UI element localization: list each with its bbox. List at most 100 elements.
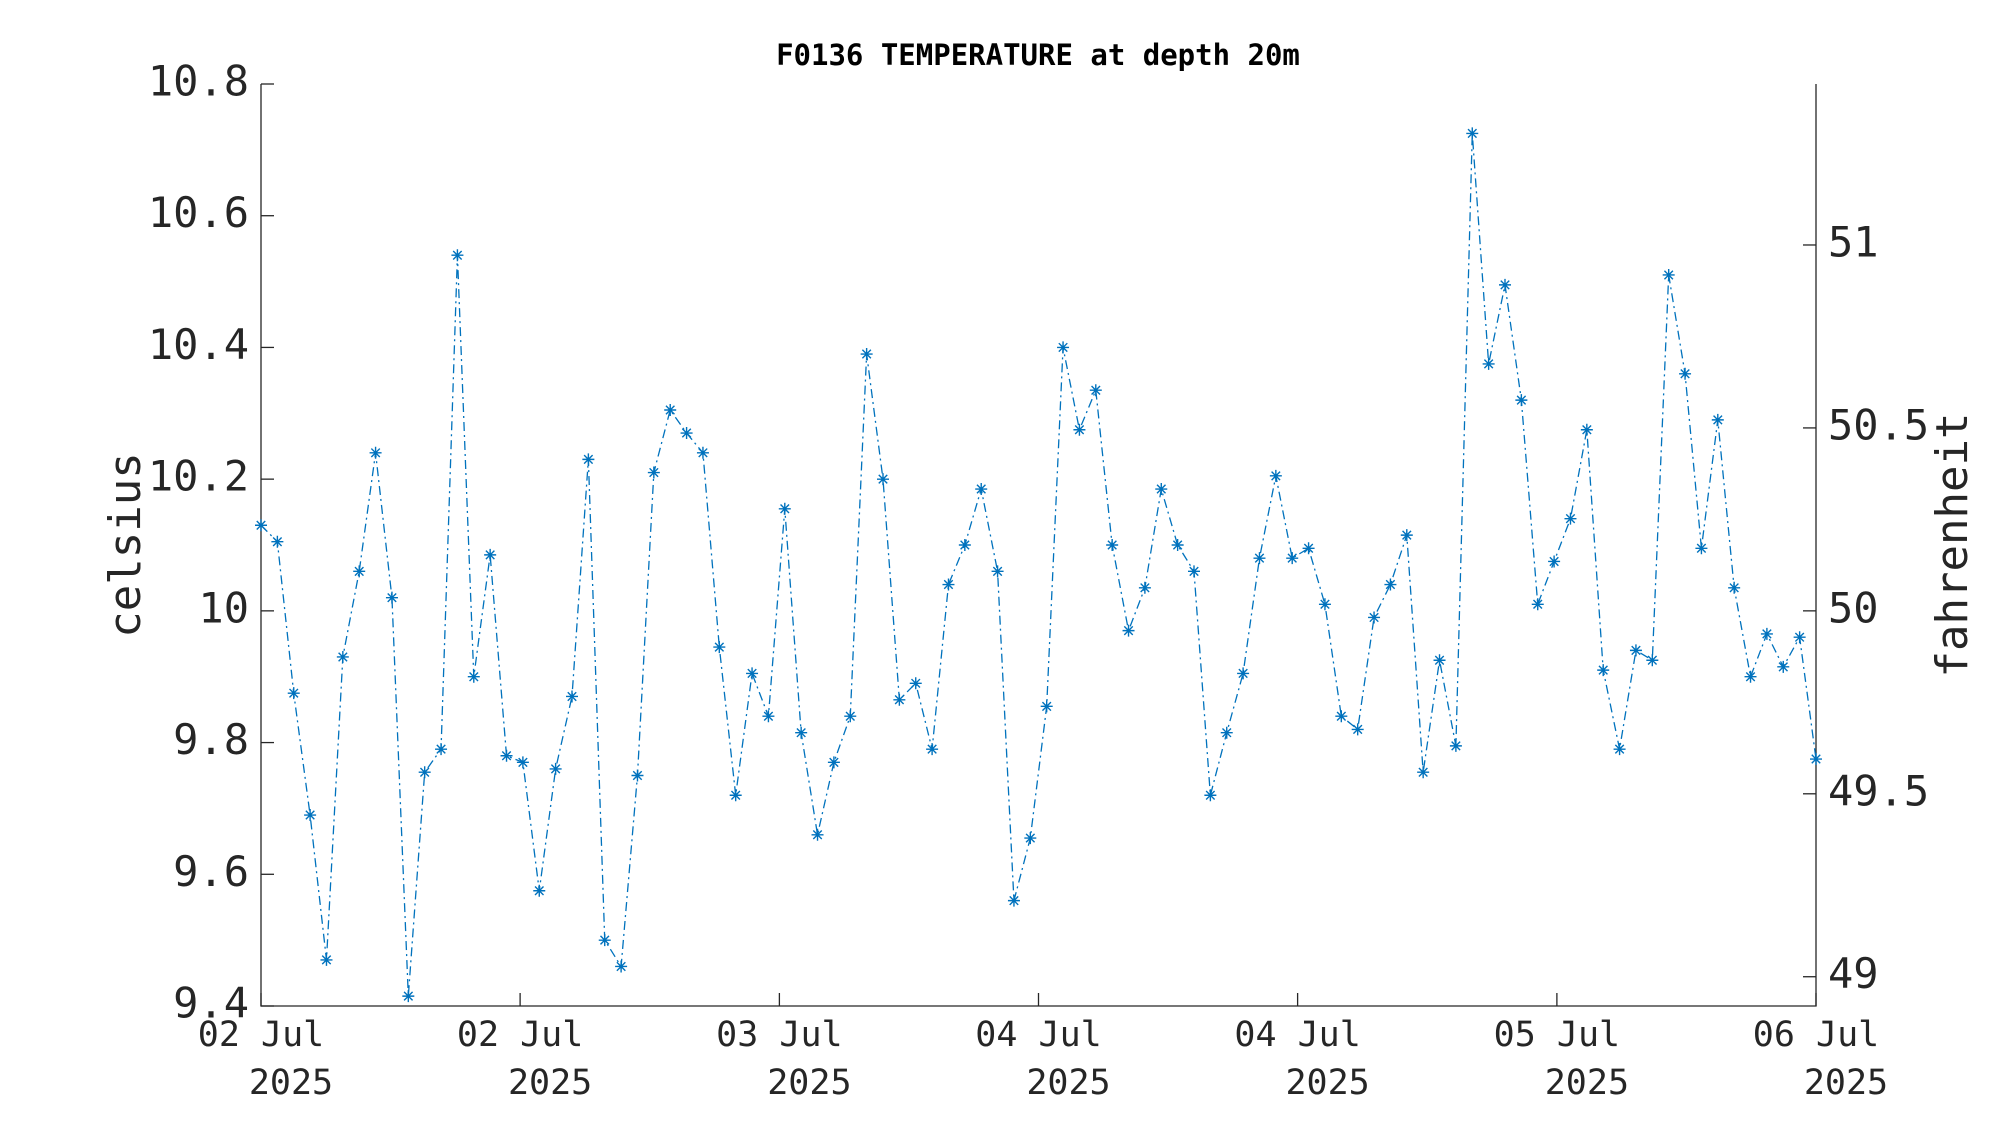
point-marker xyxy=(926,743,939,756)
point-marker xyxy=(1810,753,1822,766)
point-marker xyxy=(1662,268,1675,281)
point-marker xyxy=(1122,624,1135,637)
y-tick-label: 10.6 xyxy=(148,188,249,237)
point-marker xyxy=(1171,539,1184,551)
point-marker xyxy=(1417,766,1430,779)
point-marker xyxy=(1286,552,1299,565)
point-marker xyxy=(664,403,677,416)
point-marker xyxy=(647,466,660,479)
point-marker xyxy=(877,473,889,486)
point-marker xyxy=(1204,789,1217,802)
point-marker xyxy=(320,953,333,966)
point-marker xyxy=(1351,723,1364,736)
y-axis-label: celsius xyxy=(100,452,151,637)
point-marker xyxy=(1138,581,1151,594)
point-marker xyxy=(631,769,644,782)
point-marker xyxy=(746,667,759,680)
y2-tick-label: 49.5 xyxy=(1828,766,1929,815)
axes-frame xyxy=(260,84,1817,1007)
point-marker xyxy=(1073,423,1086,436)
point-marker xyxy=(1368,611,1381,624)
point-marker xyxy=(1613,743,1626,756)
point-marker xyxy=(1482,357,1495,370)
y-tick-label: 10.2 xyxy=(148,452,249,501)
point-marker xyxy=(909,677,922,690)
x-tick-label: 06 Jul xyxy=(1753,1015,1879,1055)
y-tick-label: 9.4 xyxy=(173,979,249,1028)
y2-axis-label: fahrenheit xyxy=(1927,413,1978,678)
point-marker xyxy=(598,934,611,947)
point-marker xyxy=(1548,555,1561,568)
point-marker xyxy=(566,690,578,703)
point-marker xyxy=(713,641,726,654)
point-marker xyxy=(778,502,791,515)
point-marker xyxy=(1499,278,1511,291)
point-marker xyxy=(1188,565,1200,578)
point-marker xyxy=(795,726,808,739)
point-marker xyxy=(435,743,448,756)
point-marker xyxy=(942,578,955,591)
point-marker xyxy=(615,960,628,973)
point-marker xyxy=(1318,598,1331,611)
point-marker xyxy=(1564,512,1577,525)
point-marker xyxy=(402,990,415,1003)
x-tick-year: 2025 xyxy=(508,1063,592,1103)
point-marker xyxy=(336,650,349,663)
point-marker xyxy=(1515,394,1528,407)
x-tick-label: 05 Jul xyxy=(1494,1015,1620,1055)
point-marker xyxy=(762,710,775,723)
point-marker xyxy=(860,348,873,361)
point-marker xyxy=(582,453,595,466)
y-tick-label: 9.8 xyxy=(173,715,249,764)
point-marker xyxy=(1089,384,1102,397)
point-marker xyxy=(1449,739,1462,752)
x-tick-label: 02 Jul xyxy=(198,1015,324,1055)
point-marker xyxy=(1531,598,1544,611)
point-marker xyxy=(533,884,546,897)
chart-title: F0136 TEMPERATURE at depth 20m xyxy=(776,38,1300,72)
point-marker xyxy=(1597,664,1610,677)
x-tick-year: 2025 xyxy=(1545,1063,1629,1103)
point-marker xyxy=(385,591,398,604)
x-tick-label: 04 Jul xyxy=(975,1015,1101,1055)
y-tick-label: 10.8 xyxy=(148,57,249,106)
point-marker xyxy=(827,756,840,769)
point-marker xyxy=(680,427,693,440)
point-marker xyxy=(1335,710,1348,723)
point-marker xyxy=(1466,127,1479,140)
point-marker xyxy=(1007,894,1020,907)
point-marker xyxy=(451,249,464,262)
y-tick-label: 10 xyxy=(198,583,249,632)
y2-tick-label: 50 xyxy=(1828,583,1879,632)
point-marker xyxy=(353,565,366,578)
point-marker xyxy=(1728,581,1741,594)
point-marker xyxy=(975,483,988,496)
y-tick-label: 9.6 xyxy=(173,847,249,896)
x-tick-label: 03 Jul xyxy=(716,1015,842,1055)
point-marker xyxy=(467,670,480,683)
point-marker xyxy=(1711,413,1724,426)
point-marker xyxy=(418,766,431,779)
point-marker xyxy=(549,762,562,775)
point-marker xyxy=(1106,539,1119,551)
point-marker xyxy=(1024,832,1037,845)
point-marker xyxy=(1253,552,1266,565)
point-marker xyxy=(1646,654,1659,667)
point-marker xyxy=(1580,423,1593,436)
x-tick-label: 04 Jul xyxy=(1234,1015,1360,1055)
point-marker xyxy=(958,539,971,551)
point-marker xyxy=(1269,469,1282,482)
y2-tick-label: 51 xyxy=(1828,217,1879,266)
point-marker xyxy=(255,519,267,532)
point-marker xyxy=(991,565,1004,578)
point-marker xyxy=(304,809,317,822)
x-tick-year: 2025 xyxy=(767,1063,851,1103)
point-marker xyxy=(844,710,857,723)
point-marker xyxy=(1695,542,1708,555)
point-marker xyxy=(271,535,284,548)
point-marker xyxy=(1679,367,1692,380)
x-tick-year: 2025 xyxy=(1026,1063,1110,1103)
point-marker xyxy=(811,828,824,841)
y2-tick-label: 49 xyxy=(1828,949,1879,998)
point-marker xyxy=(1155,483,1168,496)
